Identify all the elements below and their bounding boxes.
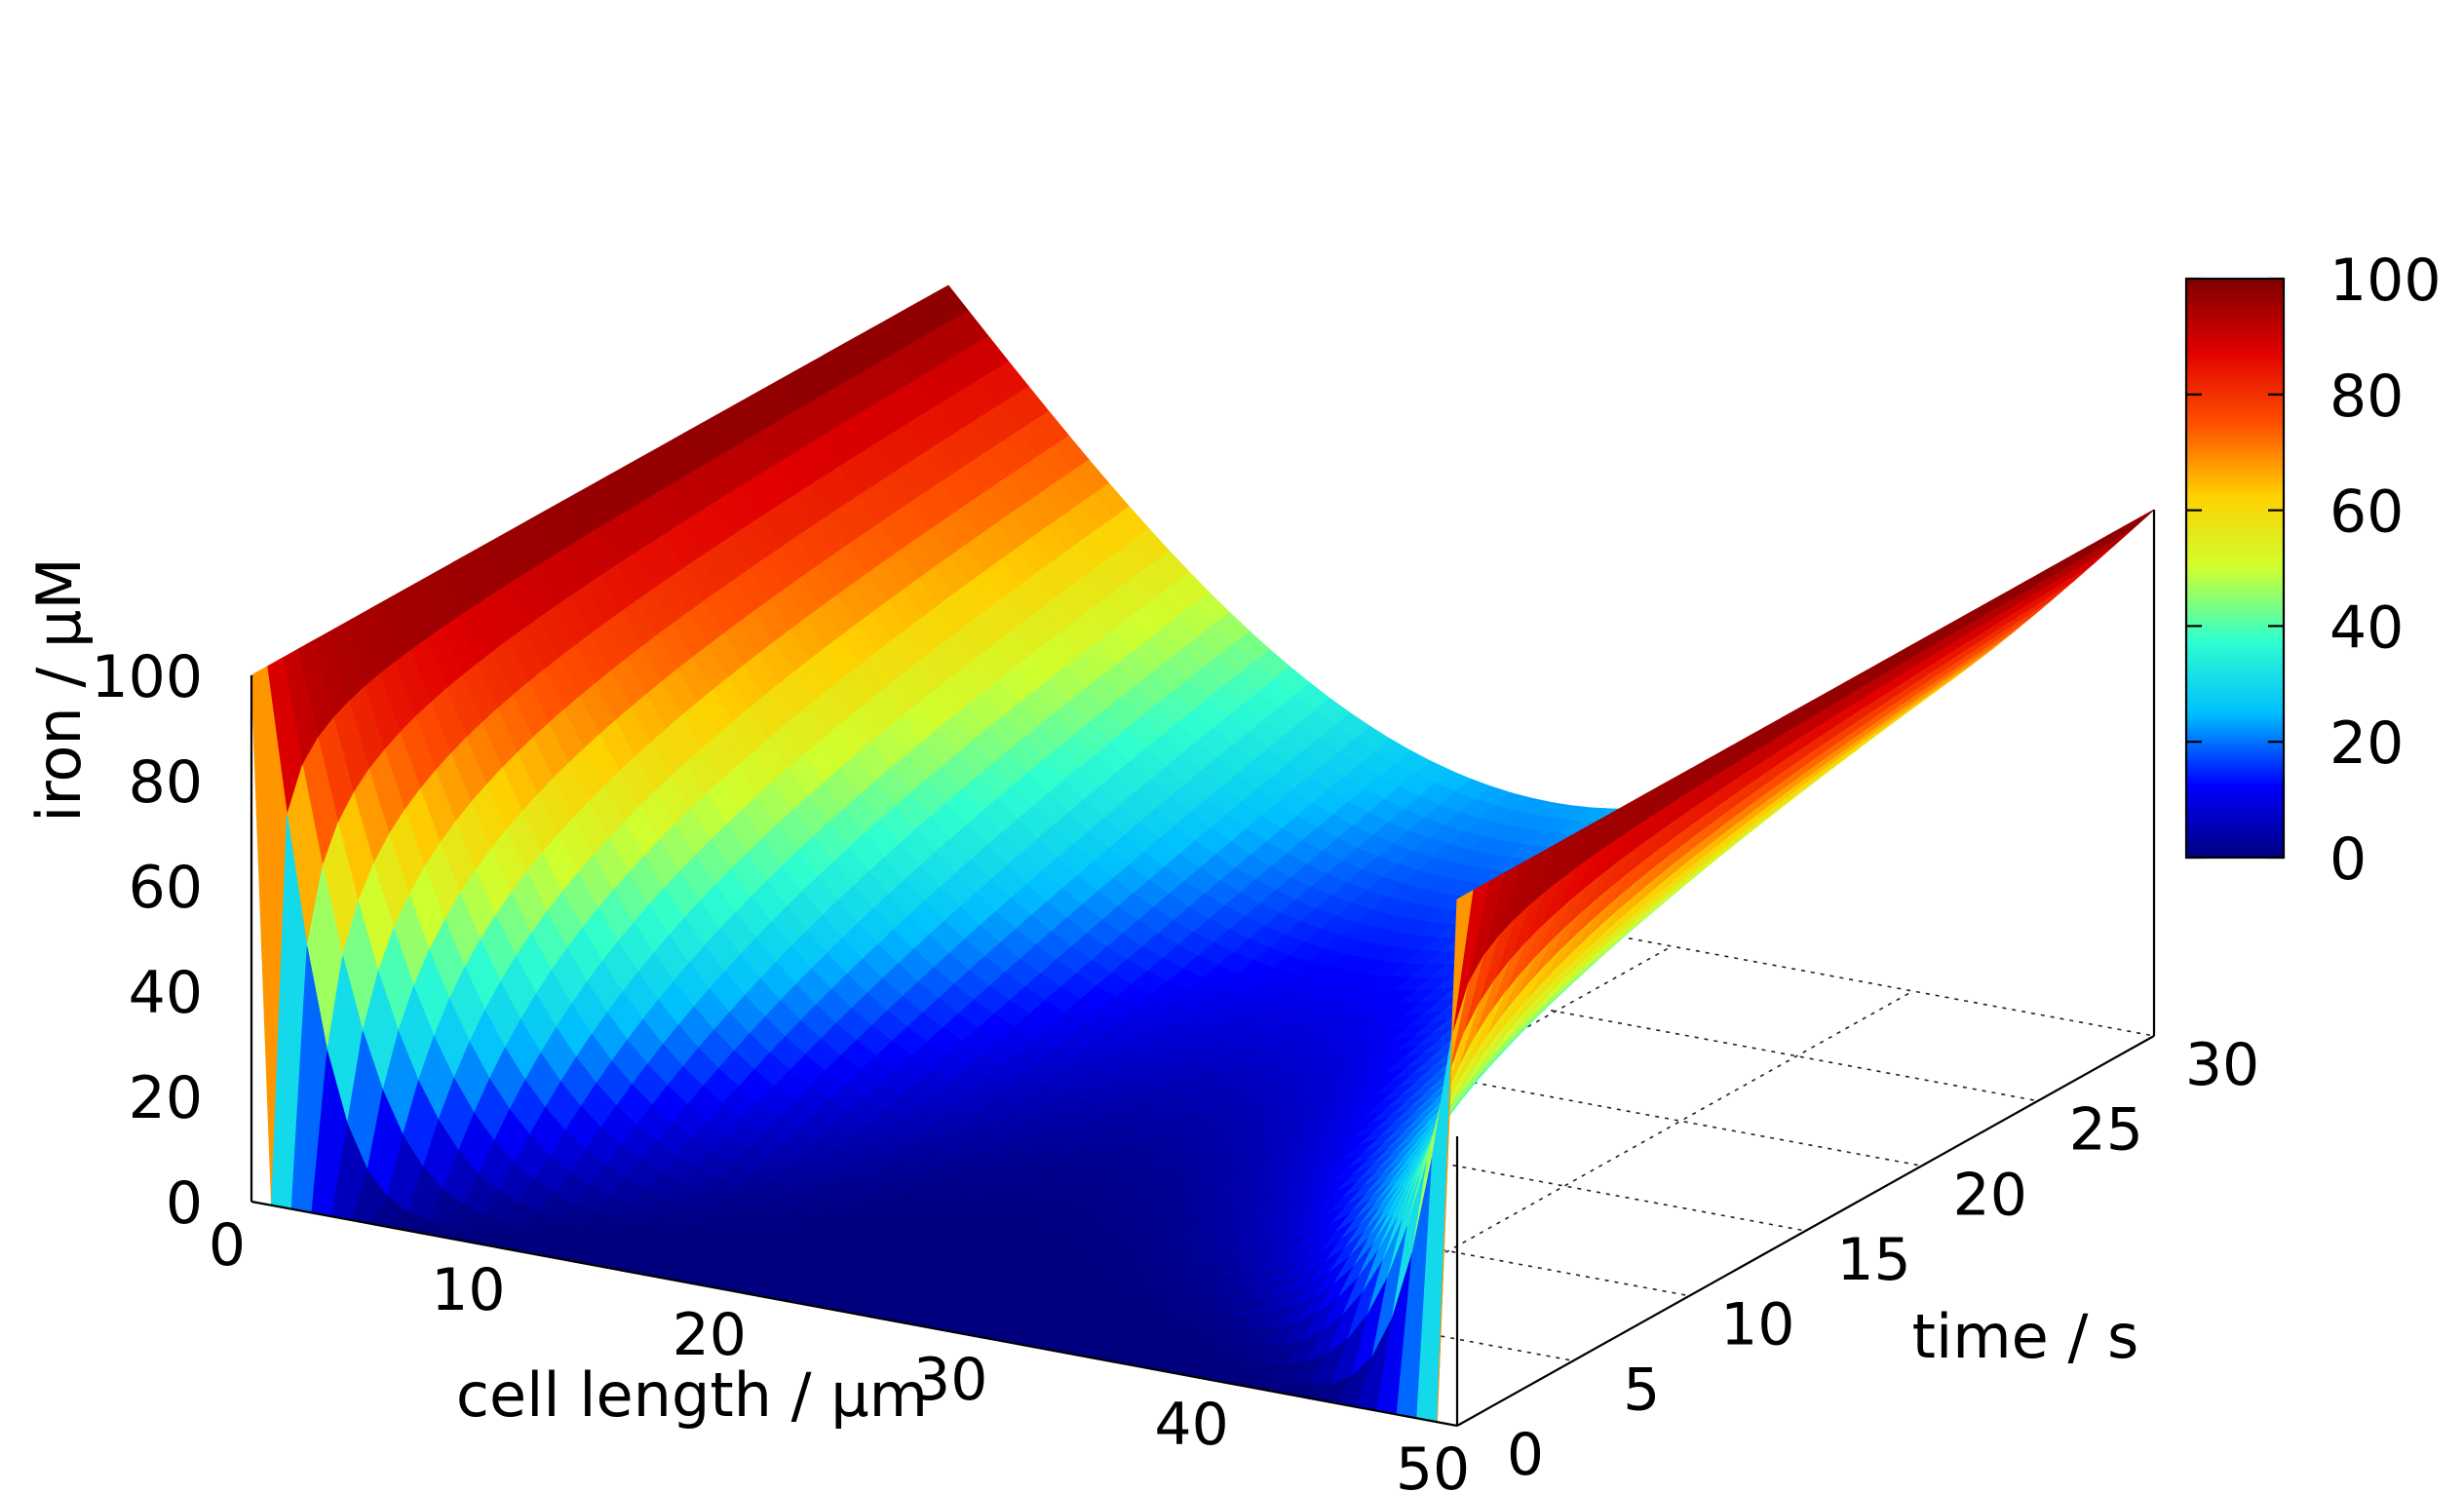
colorbar: 0 20 40 60 80 100: [2184, 247, 2442, 894]
colorbar-tick-label: 80: [2329, 363, 2404, 431]
t-axis-line: [1456, 1035, 2155, 1427]
grid-line-x: [1215, 990, 1913, 1382]
x-tick-label: 0: [209, 1211, 246, 1280]
z-tick-label: 20: [129, 1064, 203, 1132]
z-tick-label: 60: [129, 854, 203, 922]
surface-patch: [2118, 509, 2155, 538]
t-tick-label: 5: [1623, 1356, 1660, 1424]
colorbar-gradient: [2184, 277, 2286, 860]
colorbar-tick-label: 20: [2329, 709, 2404, 778]
x-axis-label: cell length / µm: [456, 1359, 928, 1431]
t-tick-label: 0: [1507, 1421, 1544, 1489]
t-tick-label: 15: [1836, 1226, 1910, 1294]
colorbar-tick-label: 60: [2329, 478, 2404, 547]
z-axis-label: iron / µM: [23, 557, 95, 823]
x-tick-label: 30: [913, 1346, 987, 1414]
t-tick-label: 30: [2185, 1031, 2259, 1099]
colorbar-tick-label: 100: [2329, 247, 2442, 315]
z-tick-label: 0: [166, 1169, 203, 1238]
t-tick-label: 10: [1720, 1291, 1794, 1359]
z-tick-label: 80: [129, 748, 203, 817]
axes: [250, 510, 2156, 1428]
surface-plot: [250, 285, 2155, 1423]
colorbar-tick-label: 0: [2329, 825, 2367, 894]
z-tick-label: 100: [91, 643, 203, 711]
t-tick-label: 20: [1953, 1161, 2027, 1229]
x-tick-label: 50: [1396, 1435, 1470, 1492]
surface-patch: [2102, 517, 2139, 547]
y-axis-label: time / s: [1912, 1301, 2139, 1372]
surface-patch: [1436, 890, 1474, 1423]
x-axis-line: [250, 1200, 1458, 1428]
x-tick-label: 10: [431, 1256, 505, 1324]
t-tick-label: 25: [2069, 1096, 2143, 1165]
colorbar-tick-label: 40: [2329, 593, 2404, 662]
x-tick-label: 40: [1154, 1391, 1228, 1459]
tick-labels: 0 10 20 30 40 50 0 5 10 15 20 25 30 0 20 40 60 80 100: [91, 643, 2259, 1492]
z-tick-label: 40: [129, 959, 203, 1027]
x-tick-label: 20: [673, 1301, 747, 1369]
grid-line-x: [974, 945, 1673, 1337]
colorbar-ticks: 0 20 40 60 80 100: [2186, 247, 2442, 894]
